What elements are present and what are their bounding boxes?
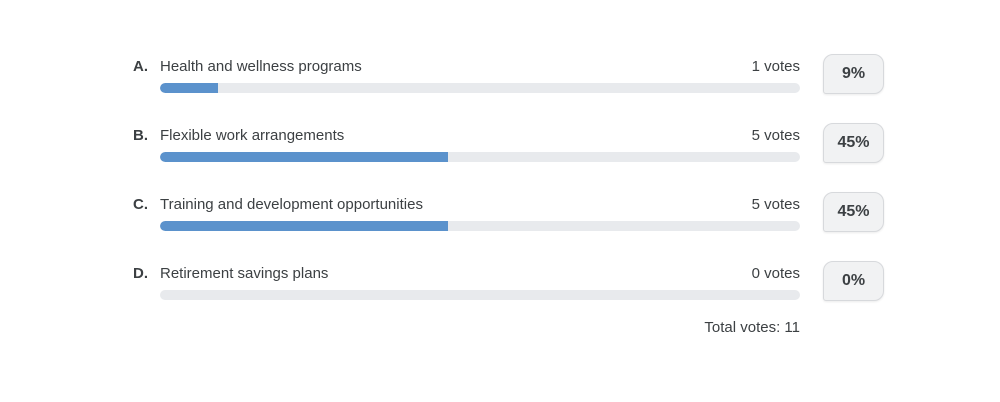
option-votes: 0 votes [751,265,800,282]
option-text-line: Flexible work arrangements 5 votes [160,126,800,146]
option-letter: A. [133,58,148,75]
option-votes: 5 votes [751,196,800,213]
poll-option-row: A. Health and wellness programs 1 votes … [133,54,884,94]
option-badge-col: 0% [800,261,884,301]
option-label: Health and wellness programs [160,58,362,75]
option-percent-badge: 45% [823,123,884,163]
option-label: Retirement savings plans [160,265,329,282]
option-votes: 5 votes [751,127,800,144]
option-label: Training and development opportunities [160,196,423,213]
option-letter: C. [133,196,148,213]
poll-results: A. Health and wellness programs 1 votes … [133,54,884,336]
option-percent-label: 45% [837,134,870,151]
option-percent-badge: 9% [823,54,884,94]
option-label: Flexible work arrangements [160,127,345,144]
option-main: Health and wellness programs 1 votes [160,57,800,93]
option-bar-fill [160,152,448,162]
option-bar-fill [160,221,448,231]
poll-option-row: C. Training and development opportunitie… [133,192,884,232]
option-percent-badge: 0% [823,261,884,301]
option-main: Retirement savings plans 0 votes [160,264,800,300]
option-badge-col: 9% [800,54,884,94]
option-badge-col: 45% [800,123,884,163]
poll-option-row: B. Flexible work arrangements 5 votes 45… [133,123,884,163]
option-bar-track [160,290,800,300]
option-text-line: Training and development opportunities 5… [160,195,800,215]
option-main: Flexible work arrangements 5 votes [160,126,800,162]
option-text-line: Health and wellness programs 1 votes [160,57,800,77]
option-text-line: Retirement savings plans 0 votes [160,264,800,284]
option-badge-col: 45% [800,192,884,232]
option-letter: B. [133,127,148,144]
option-votes: 1 votes [751,58,800,75]
option-percent-badge: 45% [823,192,884,232]
option-letter: D. [133,265,148,282]
total-votes: Total votes: 11 [704,319,800,336]
option-main: Training and development opportunities 5… [160,195,800,231]
option-bar-track [160,83,800,93]
poll-option-row: D. Retirement savings plans 0 votes 0% [133,261,884,301]
option-percent-label: 9% [841,65,866,82]
option-percent-label: 0% [841,272,866,289]
option-bar-fill [160,83,218,93]
poll-option-list: A. Health and wellness programs 1 votes … [133,54,884,301]
option-bar-track [160,152,800,162]
option-percent-label: 45% [837,203,870,220]
option-bar-track [160,221,800,231]
